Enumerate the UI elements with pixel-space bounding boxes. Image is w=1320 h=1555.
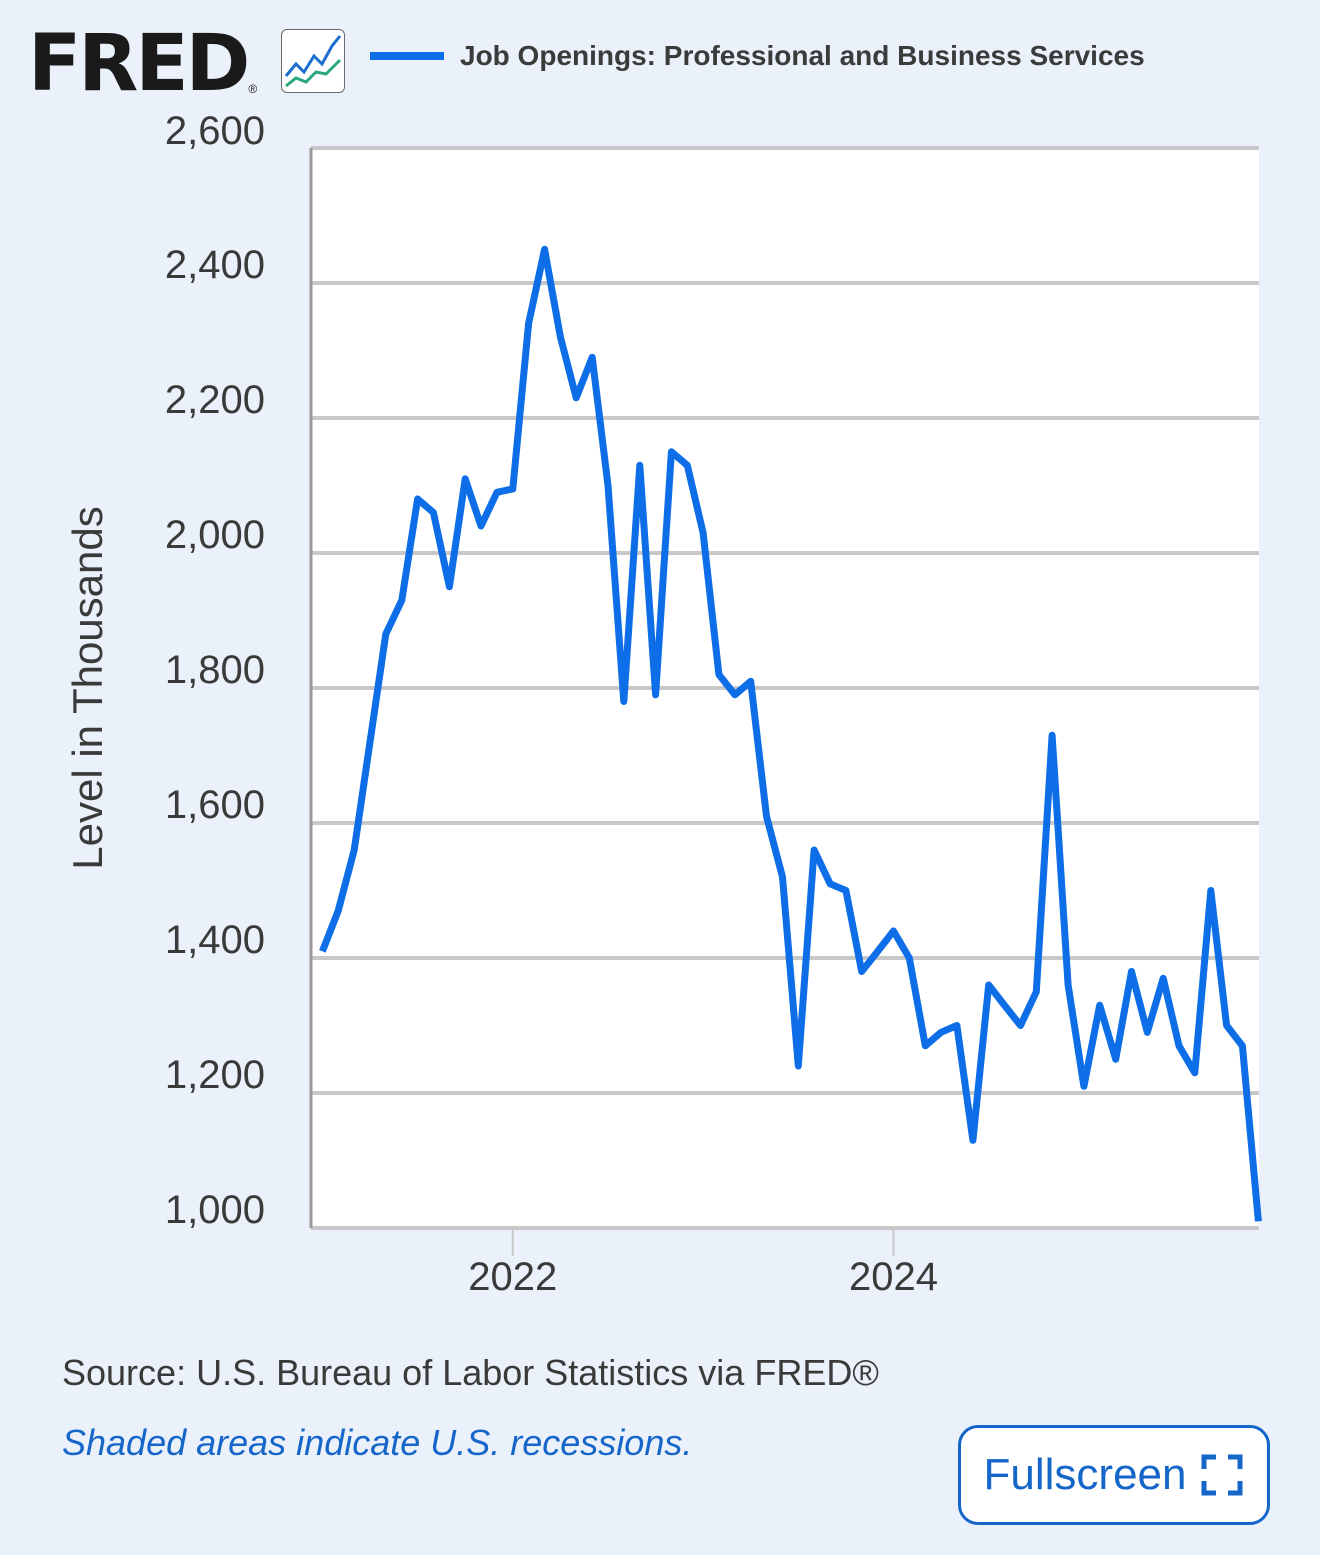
y-axis-label: Level in Thousands	[64, 506, 111, 869]
line-chart: 1,000 1,200 1,400 1,600 1,800 2,000 2,200 2,400…	[64, 109, 1262, 1299]
y-tick-label: 1,000	[165, 1188, 265, 1232]
chart-legend: Job Openings: Professional and Business …	[370, 36, 1145, 76]
series-line	[319, 245, 1262, 1222]
fullscreen-button[interactable]: Fullscreen	[958, 1425, 1270, 1525]
y-tick-label: 2,000	[165, 513, 265, 557]
y-tick-label: 1,800	[165, 648, 265, 692]
fred-graph-icon	[281, 29, 345, 93]
y-tick-label: 2,600	[165, 109, 265, 153]
fred-logo[interactable]: FRED ®	[28, 24, 257, 104]
recession-note[interactable]: Shaded areas indicate U.S. recessions.	[62, 1422, 693, 1463]
y-tick-label: 1,400	[165, 918, 265, 962]
y-tick-label: 2,200	[165, 378, 265, 422]
legend-line-swatch	[370, 52, 444, 60]
y-tick-label: 1,200	[165, 1053, 265, 1097]
x-tick-label: 2024	[849, 1255, 938, 1299]
legend-label: Job Openings: Professional and Business …	[460, 40, 1145, 71]
y-tick-label: 2,400	[165, 243, 265, 287]
y-tick-label: 1,600	[165, 783, 265, 827]
x-tick-label: 2022	[468, 1255, 557, 1299]
fullscreen-icon	[1201, 1454, 1243, 1496]
source-note: Source: U.S. Bureau of Labor Statistics …	[62, 1352, 879, 1393]
fullscreen-label: Fullscreen	[983, 1450, 1187, 1499]
fred-logo-text: FRED	[28, 19, 250, 109]
fred-registered-mark: ®	[248, 82, 258, 96]
